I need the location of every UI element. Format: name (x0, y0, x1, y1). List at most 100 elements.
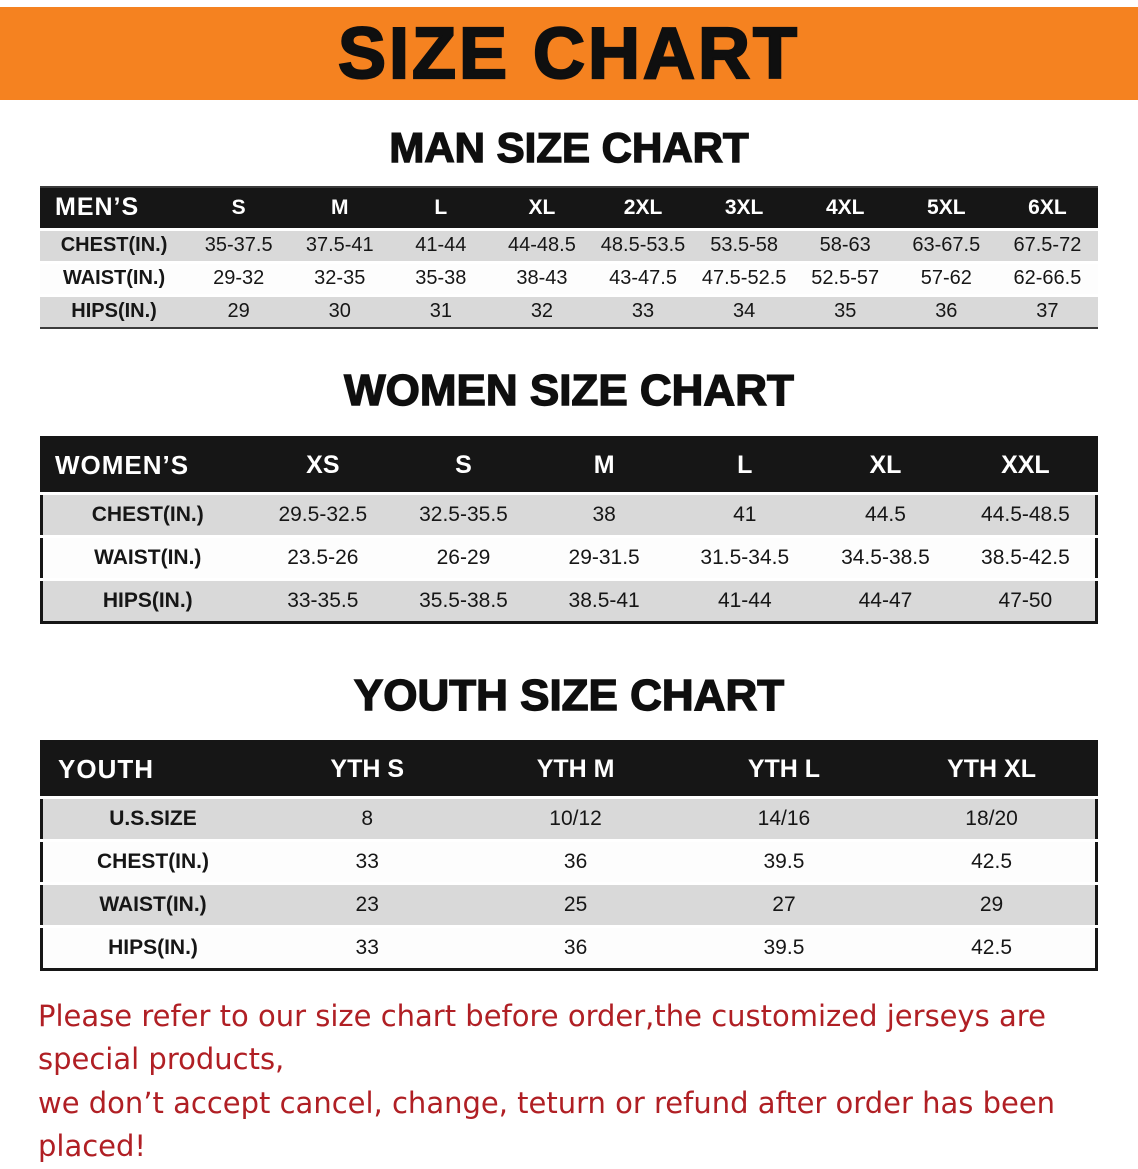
disclaimer-line-1: Please refer to our size chart before or… (38, 998, 1046, 1077)
youth-table-row: U.S.SIZE 8 10/12 14/16 18/20 (41, 797, 1097, 841)
men-table-row: CHEST(IN.) 35-37.5 37.5-41 41-44 44-48.5 48.5… (40, 229, 1098, 263)
value-cell: 14/16 (757, 806, 811, 830)
value-cell: 42.5 (971, 935, 1012, 959)
row-label-cell: WAIST(IN.) (94, 545, 202, 569)
value-cell: 37.5-41 (305, 234, 374, 257)
value-cell: 53.5-58 (710, 234, 779, 257)
value-cell: 67.5-72 (1013, 234, 1082, 257)
value-cell: 38 (592, 502, 616, 526)
value-cell: 26-29 (436, 545, 491, 569)
value-cell: 23.5-26 (287, 545, 359, 569)
women-section: WOMEN SIZE CHART WOMEN’S XS S M L XL XXL CHEST(… (0, 366, 1138, 624)
youth-table-row: CHEST(IN.) 33 36 39.5 42.5 (41, 840, 1097, 884)
row-label-cell: CHEST(IN.) (60, 234, 168, 257)
value-cell: 33-35.5 (287, 588, 359, 612)
row-label-cell: HIPS(IN.) (71, 300, 157, 323)
women-section-heading: WOMEN SIZE CHART (343, 366, 794, 416)
value-cell: 34.5-38.5 (841, 545, 930, 569)
men-section-heading: MAN SIZE CHART (389, 124, 750, 172)
value-cell: 29-32 (213, 267, 265, 290)
row-label-cell: HIPS(IN.) (108, 935, 198, 959)
value-cell: 57-62 (920, 267, 972, 290)
men-size-header-cell: M (289, 187, 391, 230)
value-cell: 30 (328, 300, 351, 323)
women-size-header-cell: XXL (955, 437, 1097, 494)
women-size-table: WOMEN’S XS S M L XL XXL CHEST(IN.) 29.5-32.5 32.5… (40, 435, 1098, 624)
value-cell: 35-38 (415, 267, 467, 290)
men-table-row: WAIST(IN.) 29-32 32-35 35-38 38-43 43-47.5 47.… (40, 262, 1098, 296)
value-cell: 27 (772, 892, 796, 916)
value-cell: 62-66.5 (1013, 267, 1082, 290)
row-label-cell: CHEST(IN.) (91, 502, 204, 526)
value-cell: 23 (355, 892, 379, 916)
value-cell: 41-44 (717, 588, 772, 612)
value-cell: 34 (733, 300, 756, 323)
value-cell: 18/20 (965, 806, 1018, 830)
value-cell: 39.5 (763, 935, 805, 959)
men-size-header-cell: XL (491, 187, 593, 230)
value-cell: 31.5-34.5 (700, 545, 790, 569)
value-cell: 42.5 (971, 849, 1012, 873)
value-cell: 47-50 (998, 588, 1053, 612)
youth-table-row: HIPS(IN.) 33 36 39.5 42.5 (41, 926, 1097, 970)
women-table-row: HIPS(IN.) 33-35.5 35.5-38.5 38.5-41 41-44 44-… (41, 579, 1097, 623)
disclaimer-line-2: we don’t accept cancel, change, teturn o… (38, 1085, 1056, 1164)
size-chart-page: SIZE CHART MAN SIZE CHART MEN’S S M L XL 2XL 3… (0, 7, 1138, 1163)
value-cell: 36 (563, 935, 588, 959)
youth-size-table: YOUTH YTH S YTH M YTH L YTH XL U.S.SIZE 8 10/12… (40, 739, 1098, 971)
women-table: WOMEN’S XS S M L XL XXL CHEST(IN.) 29.5-32.5 32.5… (40, 435, 1098, 624)
youth-table-row: WAIST(IN.) 23 25 27 29 (41, 883, 1097, 927)
women-size-header-cell: XL (815, 437, 956, 494)
women-table-title-cell: WOMEN’S (41, 437, 253, 494)
women-size-header-cell: S (393, 437, 534, 494)
women-size-header-cell: M (533, 437, 675, 494)
men-table-title-cell: MEN’S (40, 187, 189, 230)
youth-header-row: YOUTH YTH S YTH M YTH L YTH XL (41, 741, 1097, 798)
women-header-row: WOMEN’S XS S M L XL XXL (41, 437, 1097, 494)
women-table-row: WAIST(IN.) 23.5-26 26-29 29-31.5 31.5-34.5 34… (41, 536, 1097, 580)
men-size-table: MEN’S S M L XL 2XL 3XL 4XL 5XL 6XL CHEST(IN.) 35-37… (40, 186, 1098, 330)
value-cell: 35.5-38.5 (419, 588, 508, 612)
men-table: MEN’S S M L XL 2XL 3XL 4XL 5XL 6XL CHEST(IN.) 35-37… (40, 186, 1098, 330)
value-cell: 44-48.5 (508, 234, 576, 257)
men-section: MAN SIZE CHART MEN’S S M L XL 2XL 3XL 4XL 5XL 6XL… (0, 124, 1138, 330)
value-cell: 25 (563, 892, 588, 916)
value-cell: 63-67.5 (912, 234, 981, 257)
men-header-row: MEN’S S M L XL 2XL 3XL 4XL 5XL 6XL (40, 187, 1098, 230)
value-cell: 35 (834, 300, 857, 323)
men-size-header-cell: S (188, 187, 290, 230)
youth-size-header-cell: YTH S (263, 741, 472, 798)
women-size-header-cell: L (674, 437, 816, 494)
youth-size-header-cell: YTH M (471, 741, 680, 798)
men-table-row: HIPS(IN.) 29 30 31 32 33 34 35 36 37 (40, 295, 1098, 329)
value-cell: 37 (1036, 300, 1059, 323)
men-size-header-cell: 4XL (794, 187, 896, 230)
value-cell: 8 (361, 806, 374, 830)
value-cell: 29 (979, 892, 1004, 916)
row-label-cell: WAIST(IN.) (62, 267, 166, 290)
value-cell: 36 (563, 849, 588, 873)
value-cell: 32 (530, 300, 554, 323)
value-cell: 39.5 (763, 849, 805, 873)
row-label-cell: HIPS(IN.) (102, 588, 193, 612)
value-cell: 38.5-41 (568, 588, 640, 612)
youth-table-title-cell: YOUTH (41, 741, 264, 798)
row-label-cell: U.S.SIZE (109, 806, 197, 830)
men-size-header-cell: 3XL (693, 187, 795, 230)
value-cell: 36 (935, 300, 958, 323)
youth-size-header-cell: YTH L (679, 741, 889, 798)
value-cell: 58-63 (819, 234, 871, 257)
value-cell: 33 (355, 935, 379, 959)
value-cell: 29 (227, 300, 250, 323)
value-cell: 33 (355, 849, 379, 873)
women-table-row: CHEST(IN.) 29.5-32.5 32.5-35.5 38 41 44.5 44.5… (41, 493, 1097, 537)
row-label-cell: CHEST(IN.) (97, 849, 210, 873)
men-size-header-cell: 5XL (895, 187, 997, 230)
value-cell: 31 (429, 300, 452, 323)
value-cell: 44.5-48.5 (981, 502, 1070, 526)
value-cell: 52.5-57 (811, 267, 880, 290)
value-cell: 32.5-35.5 (419, 502, 508, 526)
value-cell: 41-44 (415, 234, 467, 257)
youth-section-heading: YOUTH SIZE CHART (353, 670, 785, 720)
youth-section: YOUTH SIZE CHART YOUTH YTH S YTH M YTH L YTH… (0, 670, 1138, 971)
